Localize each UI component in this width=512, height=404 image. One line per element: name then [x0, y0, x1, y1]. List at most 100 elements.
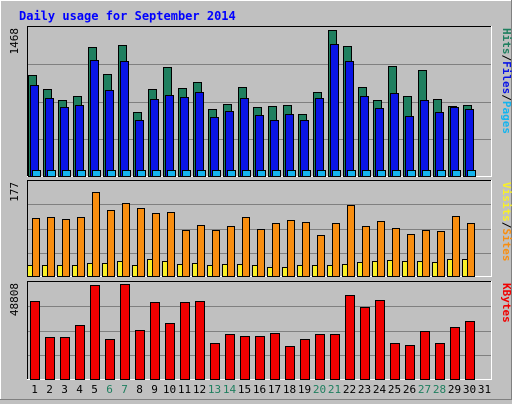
bar-files — [150, 99, 159, 177]
bar-sites — [242, 217, 250, 277]
bar-kbytes — [330, 334, 340, 380]
y-max-label: 48808 — [8, 283, 21, 316]
bar-sites — [332, 223, 340, 277]
bar-files — [135, 120, 144, 177]
bar-files — [345, 61, 354, 177]
bar-pages — [212, 170, 221, 177]
bar-kbytes — [345, 295, 355, 380]
bar-files — [405, 116, 414, 177]
bar-kbytes — [285, 346, 295, 380]
chart-title: Daily usage for September 2014 — [19, 9, 236, 23]
bar-files — [30, 85, 39, 177]
bar-kbytes — [60, 337, 70, 380]
bar-sites — [437, 231, 445, 277]
bar-kbytes — [165, 323, 175, 380]
bar-kbytes — [255, 336, 265, 380]
legend-sites: Sites — [500, 228, 512, 261]
x-tick-label: 25 — [388, 383, 401, 396]
bar-pages — [107, 170, 116, 177]
bar-sites — [122, 203, 130, 277]
bar-sites — [107, 210, 115, 277]
bar-sites — [377, 221, 385, 277]
legend-hits: Hits — [500, 28, 512, 55]
x-tick-label: 27 — [418, 383, 431, 396]
bar-sites — [32, 218, 40, 277]
bar-files — [105, 90, 114, 177]
bar-pages — [287, 170, 296, 177]
bar-sites — [302, 222, 310, 277]
bar-files — [255, 115, 264, 177]
x-tick-label: 8 — [136, 383, 143, 396]
bar-sites — [62, 219, 70, 277]
bar-kbytes — [450, 327, 460, 380]
bar-pages — [182, 170, 191, 177]
x-tick-label: 19 — [298, 383, 311, 396]
bar-pages — [77, 170, 86, 177]
bar-kbytes — [465, 321, 475, 380]
bar-sites — [362, 226, 370, 277]
bar-files — [180, 97, 189, 177]
bar-sites — [92, 192, 100, 277]
bar-kbytes — [195, 301, 205, 380]
bar-files — [300, 120, 309, 177]
bar-sites — [182, 230, 190, 277]
bar-files — [315, 98, 324, 177]
bar-pages — [362, 170, 371, 177]
bar-files — [210, 117, 219, 177]
bar-files — [90, 60, 99, 177]
bar-files — [225, 111, 234, 177]
bar-sites — [167, 212, 175, 277]
bar-pages — [302, 170, 311, 177]
bar-pages — [167, 170, 176, 177]
legend-separator: / — [500, 55, 512, 62]
bar-sites — [152, 213, 160, 277]
legend-visits: Visits — [500, 182, 512, 222]
bar-pages — [137, 170, 146, 177]
bar-kbytes — [90, 285, 100, 380]
bar-files — [195, 92, 204, 177]
bar-sites — [227, 226, 235, 277]
bar-sites — [137, 208, 145, 277]
bar-pages — [242, 170, 251, 177]
bar-pages — [467, 170, 476, 177]
legend-separator: / — [500, 222, 512, 229]
bar-files — [420, 100, 429, 177]
x-tick-label: 2 — [46, 383, 53, 396]
x-tick-label: 3 — [61, 383, 68, 396]
bar-kbytes — [390, 343, 400, 380]
bar-pages — [317, 170, 326, 177]
bar-pages — [47, 170, 56, 177]
x-tick-label: 9 — [151, 383, 158, 396]
bar-kbytes — [405, 345, 415, 380]
x-tick-label: 21 — [328, 383, 341, 396]
bar-files — [270, 120, 279, 177]
x-tick-label: 10 — [163, 383, 176, 396]
bar-sites — [467, 223, 475, 277]
x-tick-label: 26 — [403, 383, 416, 396]
x-tick-label: 29 — [448, 383, 461, 396]
bar-sites — [47, 217, 55, 277]
bar-pages — [272, 170, 281, 177]
bar-sites — [347, 205, 355, 277]
legend-files: Files — [500, 61, 512, 94]
chart-panel-1: 1468 Hits/Files/Pages — [8, 26, 512, 177]
bar-kbytes — [360, 307, 370, 380]
x-tick-label: 23 — [358, 383, 371, 396]
bar-files — [390, 93, 399, 177]
bar-pages — [407, 170, 416, 177]
bar-kbytes — [75, 325, 85, 380]
legend-separator: / — [500, 94, 512, 101]
x-tick-label: 18 — [283, 383, 296, 396]
bar-files — [75, 105, 84, 177]
bar-files — [285, 114, 294, 177]
x-tick-label: 6 — [106, 383, 113, 396]
bar-files — [450, 107, 459, 177]
bar-sites — [287, 220, 295, 277]
bar-files — [240, 98, 249, 177]
bar-kbytes — [210, 343, 220, 380]
bar-kbytes — [225, 334, 235, 380]
series-legend: KBytes — [500, 283, 512, 323]
x-tick-label: 30 — [463, 383, 476, 396]
